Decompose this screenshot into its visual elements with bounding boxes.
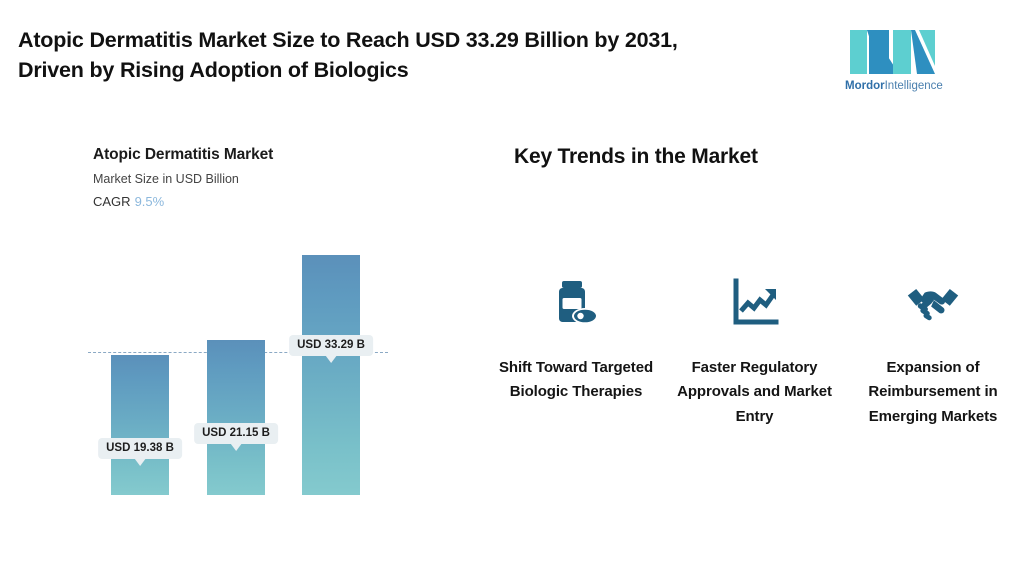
- chart-subtitle: Market Size in USD Billion: [93, 172, 239, 186]
- brand-wordmark-intelligence: Intelligence: [884, 80, 943, 92]
- trend-label-1: Shift Toward Targeted Biologic Therapies: [498, 359, 654, 401]
- brand-wordmark-mordor: Mordor: [845, 80, 885, 92]
- growth-chart-icon: [727, 275, 783, 331]
- chart-title: Atopic Dermatitis Market: [93, 146, 274, 163]
- chart-cagr-label: CAGR: [93, 194, 131, 209]
- chart-panel: Atopic Dermatitis Market Market Size in …: [0, 110, 480, 573]
- bar-2025: [111, 355, 169, 495]
- trend-card-3: Expansion of Reimbursement in Emerging M…: [854, 275, 1012, 429]
- trend-label-2: Faster Regulatory Approvals and Market E…: [677, 359, 832, 425]
- brand-logo: MordorIntelligence: [845, 26, 943, 98]
- page-title-line-1: Atopic Dermatitis Market Size to Reach U…: [18, 28, 678, 52]
- value-badge-2025: USD 19.38 B: [98, 438, 182, 466]
- trend-label-3: Expansion of Reimbursement in Emerging M…: [868, 359, 998, 425]
- page-title: Atopic Dermatitis Market Size to Reach U…: [18, 26, 828, 85]
- medicine-bottle-icon: [548, 275, 604, 331]
- bar-chart-plot-area: USD 19.38 B USD 21.15 B USD 33.29 B 2025…: [0, 110, 480, 573]
- trend-card-1: Shift Toward Targeted Biologic Therapies: [497, 275, 655, 405]
- page-title-line-2: Driven by Rising Adoption of Biologics: [18, 57, 409, 82]
- chart-cagr-value: 9.5%: [134, 194, 165, 209]
- key-trends-row: Shift Toward Targeted Biologic Therapies…: [497, 275, 1012, 429]
- brand-wordmark: MordorIntelligence: [845, 80, 943, 92]
- trend-card-2: Faster Regulatory Approvals and Market E…: [676, 275, 834, 429]
- value-badge-2026: USD 21.15 B: [194, 423, 278, 451]
- value-badge-2031: USD 33.29 B: [289, 335, 373, 363]
- bar-2031: [302, 255, 360, 495]
- mordor-intelligence-logo-icon: [850, 30, 935, 74]
- handshake-icon: [905, 275, 961, 331]
- key-trends-heading: Key Trends in the Market: [514, 145, 758, 168]
- bar-2026: [207, 340, 265, 495]
- chart-cagr: CAGR 9.5%: [93, 194, 164, 209]
